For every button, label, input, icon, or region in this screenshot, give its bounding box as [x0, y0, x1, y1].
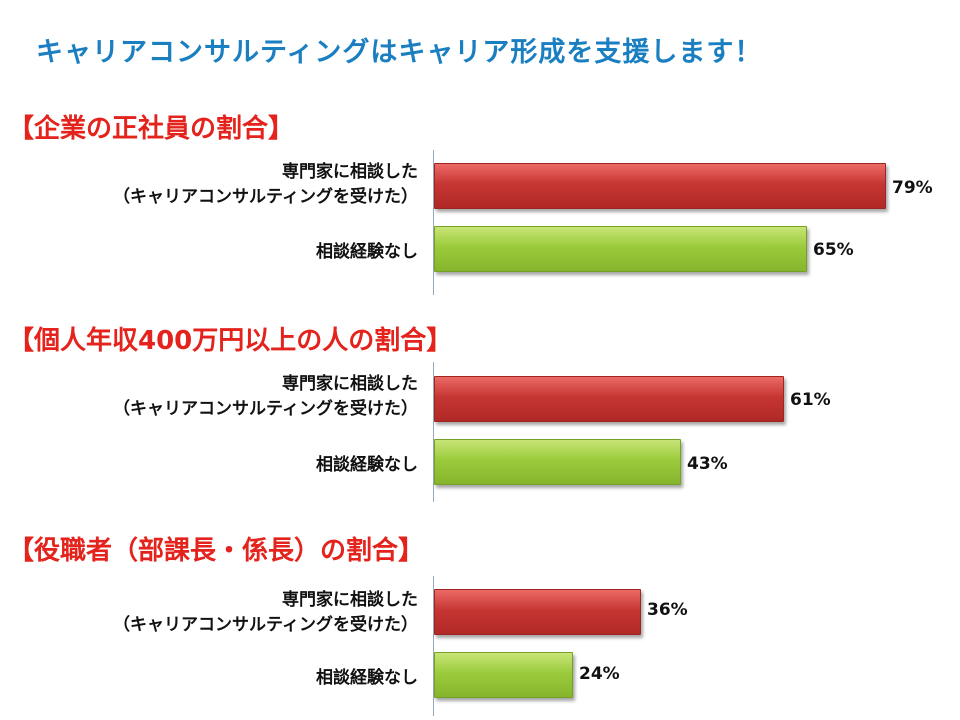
chart-3-category-label-consulted: 専門家に相談した （キャリアコンサルティングを受けた） — [113, 590, 418, 635]
chart-1-title: 【企業の正社員の割合】 — [8, 114, 295, 144]
chart-2-bar-no-experience — [434, 439, 681, 485]
chart-1-axis — [433, 150, 434, 295]
chart-3-category-label-no-experience: 相談経験なし — [316, 668, 418, 688]
chart-3-value-label-no-experience: 24% — [579, 664, 620, 684]
chart-2-category-label-no-experience: 相談経験なし — [316, 455, 418, 475]
chart-1-bar-no-experience — [434, 226, 807, 272]
chart-3-value-label-consulted: 36% — [647, 600, 688, 620]
chart-1-value-label-consulted: 79% — [892, 178, 933, 198]
chart-2-value-label-consulted: 61% — [790, 390, 831, 410]
chart-3-bar-no-experience — [434, 652, 573, 698]
chart-2-title: 【個人年収400万円以上の人の割合】 — [8, 326, 453, 356]
chart-2-axis — [433, 362, 434, 502]
chart-1-bar-consulted — [434, 163, 886, 209]
chart-1-category-label-no-experience: 相談経験なし — [316, 242, 418, 262]
chart-3-title: 【役職者（部課長・係長）の割合】 — [8, 536, 425, 566]
chart-2-bar-consulted — [434, 376, 784, 422]
page-title: キャリアコンサルティングはキャリア形成を支援します！ — [36, 37, 763, 68]
chart-2-value-label-no-experience: 43% — [687, 454, 728, 474]
chart-3-bar-consulted — [434, 589, 641, 635]
chart-1-category-label-consulted: 専門家に相談した （キャリアコンサルティングを受けた） — [113, 162, 418, 207]
chart-3-axis — [433, 576, 434, 716]
chart-1-value-label-no-experience: 65% — [813, 240, 854, 260]
chart-2-category-label-consulted: 専門家に相談した （キャリアコンサルティングを受けた） — [113, 374, 418, 419]
